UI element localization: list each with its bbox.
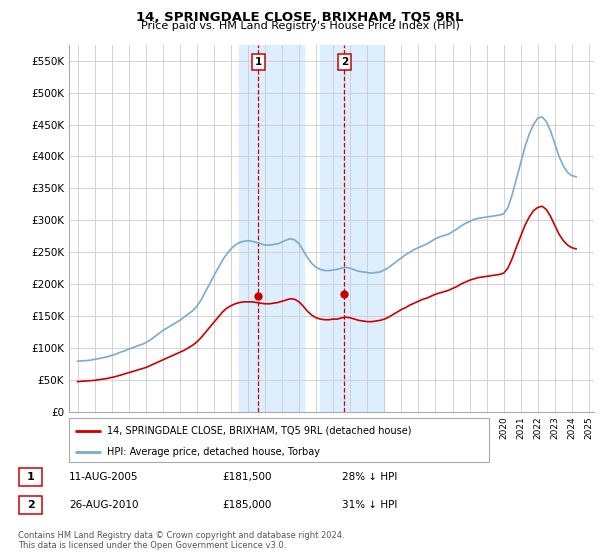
Text: 2: 2	[341, 57, 348, 67]
Text: 2: 2	[27, 500, 34, 510]
Text: Price paid vs. HM Land Registry's House Price Index (HPI): Price paid vs. HM Land Registry's House …	[140, 21, 460, 31]
Text: 1: 1	[27, 472, 34, 482]
Text: 14, SPRINGDALE CLOSE, BRIXHAM, TQ5 9RL (detached house): 14, SPRINGDALE CLOSE, BRIXHAM, TQ5 9RL (…	[107, 426, 412, 436]
Text: Contains HM Land Registry data © Crown copyright and database right 2024.
This d: Contains HM Land Registry data © Crown c…	[18, 531, 344, 550]
Text: HPI: Average price, detached house, Torbay: HPI: Average price, detached house, Torb…	[107, 446, 320, 456]
Text: £185,000: £185,000	[222, 500, 271, 510]
Text: 14, SPRINGDALE CLOSE, BRIXHAM, TQ5 9RL: 14, SPRINGDALE CLOSE, BRIXHAM, TQ5 9RL	[136, 11, 464, 24]
Bar	[239, 45, 304, 412]
Text: 26-AUG-2010: 26-AUG-2010	[69, 500, 139, 510]
FancyBboxPatch shape	[19, 496, 42, 514]
FancyBboxPatch shape	[19, 468, 42, 486]
Bar	[320, 45, 385, 412]
Text: 31% ↓ HPI: 31% ↓ HPI	[342, 500, 397, 510]
Text: 28% ↓ HPI: 28% ↓ HPI	[342, 472, 397, 482]
Text: £181,500: £181,500	[222, 472, 271, 482]
Text: 11-AUG-2005: 11-AUG-2005	[69, 472, 139, 482]
Text: 1: 1	[255, 57, 262, 67]
FancyBboxPatch shape	[69, 418, 489, 462]
